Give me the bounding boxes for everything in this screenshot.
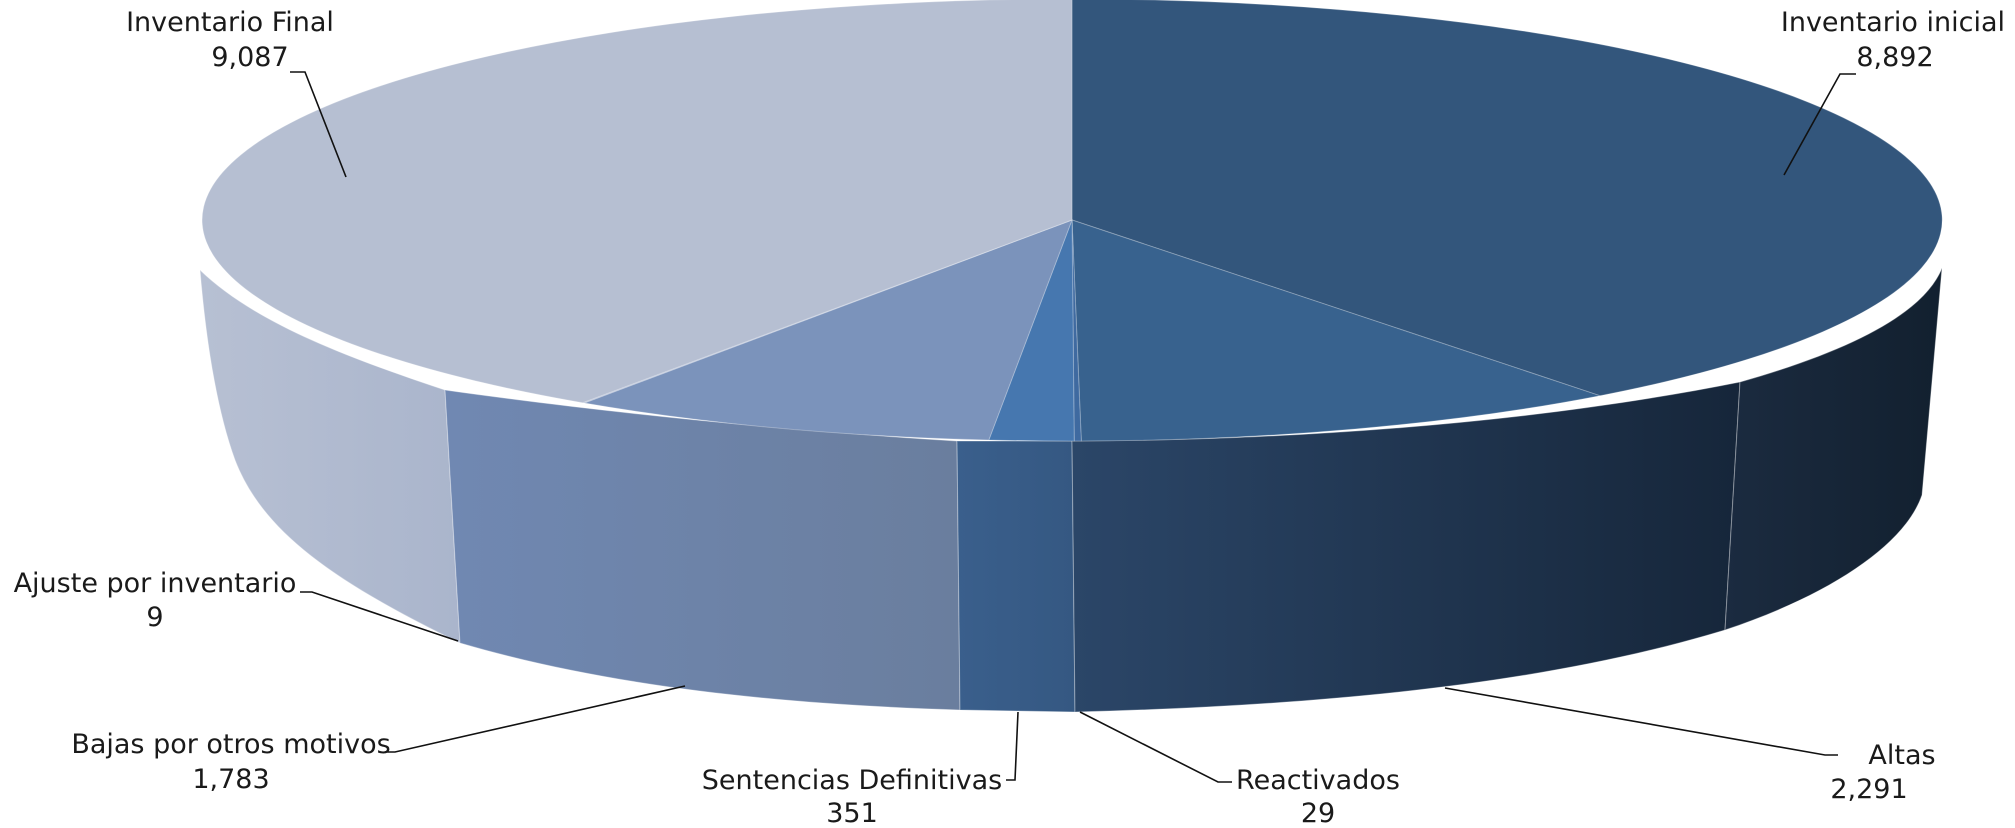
leader-line-inventario-final [290,71,347,178]
label-name-sentencias: Sentencias Definitivas [702,765,1002,796]
pie-side-walls [199,267,1943,713]
label-name-altas: Altas [1868,740,1935,771]
label-name-inventario-final: Inventario Final [126,7,334,38]
label-name-bajas: Bajas por otros motivos [71,729,390,760]
pie-slice-inventario-final [201,0,1073,404]
label-value-bajas: 1,783 [192,764,269,795]
pie-slice-reactivados [1071,219,1082,442]
label-name-ajuste: Ajuste por inventario [14,568,297,599]
pie-top-slices [201,0,1943,442]
leader-line-altas [1444,687,1838,756]
leader-line-bajas [385,685,686,753]
side-wall-inventario-inicial [1724,267,1943,631]
label-value-ajuste: 9 [146,602,163,633]
label-name-reactivados: Reactivados [1236,765,1400,796]
data-labels: Inventario inicial 8,892 Altas 2,291 Rea… [14,7,2005,828]
pie-slice-ajuste-por-inventario [580,219,1073,404]
label-value-altas: 2,291 [1830,774,1907,805]
pie-slice-sentencias-definitivas [988,219,1075,442]
label-name-inventario-inicial: Inventario inicial [1781,7,2005,38]
pie-slice-bajas-por-otros-motivos [582,219,1073,441]
label-value-inventario-inicial: 8,892 [1856,42,1933,73]
pie-slice-inventario-inicial [1071,0,1943,397]
leader-lines [290,71,1856,783]
label-value-sentencias: 351 [826,798,878,828]
leader-line-reactivados [1079,711,1232,783]
leader-line-ajuste [300,591,459,642]
pie-slice-altas [1071,219,1602,442]
side-wall-inventario-final [199,268,461,644]
side-wall-bajas [444,389,961,711]
leader-line-inventario-inicial [1783,73,1856,176]
label-value-reactivados: 29 [1301,798,1335,828]
leader-line-sentencias [1006,711,1019,781]
side-wall-sentencias [956,440,1076,713]
label-value-inventario-final: 9,087 [211,42,288,73]
